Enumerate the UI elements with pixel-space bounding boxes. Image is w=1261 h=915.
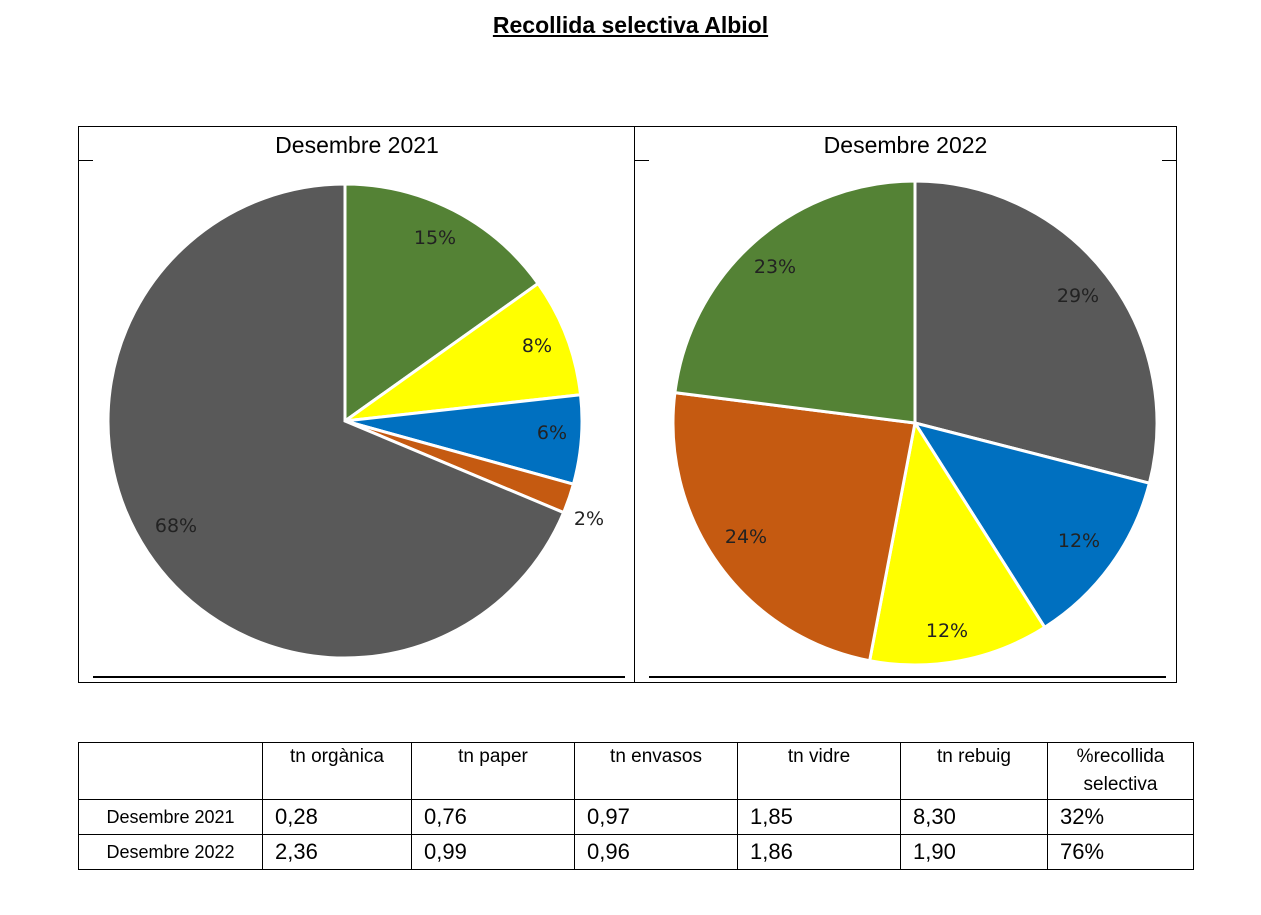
table-cell: 2,36 xyxy=(262,834,412,870)
axis-tick xyxy=(635,160,649,161)
table-cell: 0,28 xyxy=(262,799,412,835)
pie-slice xyxy=(339,281,583,424)
pie-slice xyxy=(913,179,1159,486)
slice-label: 8% xyxy=(522,335,552,357)
chart-title: Desembre 2022 xyxy=(823,132,988,158)
slice-label: 68% xyxy=(155,515,197,537)
slice-label: 24% xyxy=(725,526,767,548)
slice-label: 2% xyxy=(574,508,604,530)
chart-title: Desembre 2021 xyxy=(275,132,439,158)
table-cell: 76% xyxy=(1047,834,1194,870)
pie-svg: 29% 12% 12% 24% 23% xyxy=(671,179,1159,667)
table-header-cell: tn rebuig xyxy=(900,742,1048,800)
table-cell: 1,90 xyxy=(900,834,1048,870)
slice-label: 6% xyxy=(537,422,567,444)
pie-chart-2021: Desembre 2021 15% 8% 6% 2% 68% xyxy=(78,126,636,683)
table-row: Desembre 2021 0,28 0,76 0,97 1,85 8,30 3… xyxy=(78,799,1194,835)
slice-label: 23% xyxy=(754,256,796,278)
chart-baseline xyxy=(93,676,625,678)
table-cell: 1,85 xyxy=(737,799,901,835)
pie-svg: 15% 8% 6% 2% 68% xyxy=(106,182,604,660)
slice-label: 15% xyxy=(414,227,456,249)
slice-label: 12% xyxy=(926,620,968,642)
table-header-row: tn orgànica tn paper tn envasos tn vidre… xyxy=(78,742,1194,800)
slice-label: 12% xyxy=(1058,530,1100,552)
table-row: Desembre 2022 2,36 0,99 0,96 1,86 1,90 7… xyxy=(78,834,1194,870)
table-row-label: Desembre 2022 xyxy=(78,834,263,870)
pie-chart-2022: Desembre 2022 29% 12% 12% 24% 23% xyxy=(634,126,1177,683)
page-title: Recollida selectiva Albiol xyxy=(492,12,769,38)
pie-slice xyxy=(911,420,1152,630)
table-cell: 0,76 xyxy=(411,799,575,835)
pie-slice xyxy=(867,418,1047,667)
table-row-label: Desembre 2021 xyxy=(78,799,263,835)
axis-tick xyxy=(79,160,93,161)
table-header-cell: tn orgànica xyxy=(262,742,412,800)
pie-slice xyxy=(106,182,566,660)
table-cell: 8,30 xyxy=(900,799,1048,835)
axis-tick xyxy=(1162,160,1176,161)
table-header-cell: tn paper xyxy=(411,742,575,800)
table-header-cell: tn envasos xyxy=(574,742,738,800)
pie-slice xyxy=(671,390,917,663)
slice-label: 29% xyxy=(1057,285,1099,307)
table-cell: 0,99 xyxy=(411,834,575,870)
pie-slice xyxy=(673,179,917,425)
table-header-cell xyxy=(78,742,263,800)
table-cell: 1,86 xyxy=(737,834,901,870)
table-cell: 0,96 xyxy=(574,834,738,870)
table-cell: 32% xyxy=(1047,799,1194,835)
table-header-cell: tn vidre xyxy=(737,742,901,800)
table-cell: 0,97 xyxy=(574,799,738,835)
pie-slice xyxy=(343,182,541,424)
chart-baseline xyxy=(649,676,1166,678)
table-header-cell: %recollida selectiva xyxy=(1047,742,1194,800)
data-table: tn orgànica tn paper tn envasos tn vidre… xyxy=(78,742,1194,870)
